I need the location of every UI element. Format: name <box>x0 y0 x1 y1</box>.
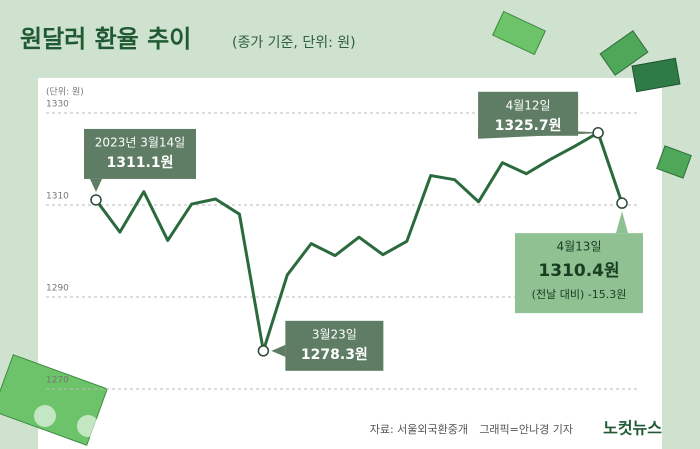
callout-box <box>84 128 196 179</box>
chart-subtitle: (종가 기준, 단위: 원) <box>232 35 356 51</box>
source: 자료: 서울외국환중개 <box>370 423 468 436</box>
point <box>257 345 270 357</box>
line <box>94 131 624 353</box>
point <box>592 127 604 139</box>
y-tick-label: 1310 <box>46 192 69 202</box>
callout-pointer <box>271 344 286 357</box>
callout-date: 2023년 3월14일 <box>95 135 185 149</box>
point <box>616 197 628 209</box>
data-label: 1278.3원 <box>301 347 368 363</box>
data-label: 1325.7원 <box>495 118 562 134</box>
logo: 노컷뉴스 <box>603 419 662 438</box>
callout-pointer <box>616 211 628 234</box>
callout-date: 3월23일 <box>312 327 357 341</box>
callout-pointer <box>90 178 102 192</box>
data-label: 1310.4원 <box>538 261 619 281</box>
callout-date: 4월12일 <box>506 98 551 112</box>
chart-title: 원달러 환율 추이 <box>20 25 191 53</box>
y-tick-label: 1290 <box>46 284 69 294</box>
unit-label: (단위: 원) <box>46 87 84 98</box>
y-tick-label: 1270 <box>46 376 69 386</box>
credit: 그래픽=안나경 기자 <box>479 423 573 436</box>
money-decoration <box>0 10 692 446</box>
callout-box <box>515 233 643 314</box>
callout-box <box>285 320 384 371</box>
data-label: 1311.1원 <box>107 155 174 171</box>
point <box>90 194 102 206</box>
y-tick-label: 1330 <box>46 100 69 110</box>
callout-pointer <box>478 126 607 139</box>
annotation: (전날 대비) -15.3원 <box>532 288 627 301</box>
callout-date: 4월13일 <box>557 240 602 254</box>
